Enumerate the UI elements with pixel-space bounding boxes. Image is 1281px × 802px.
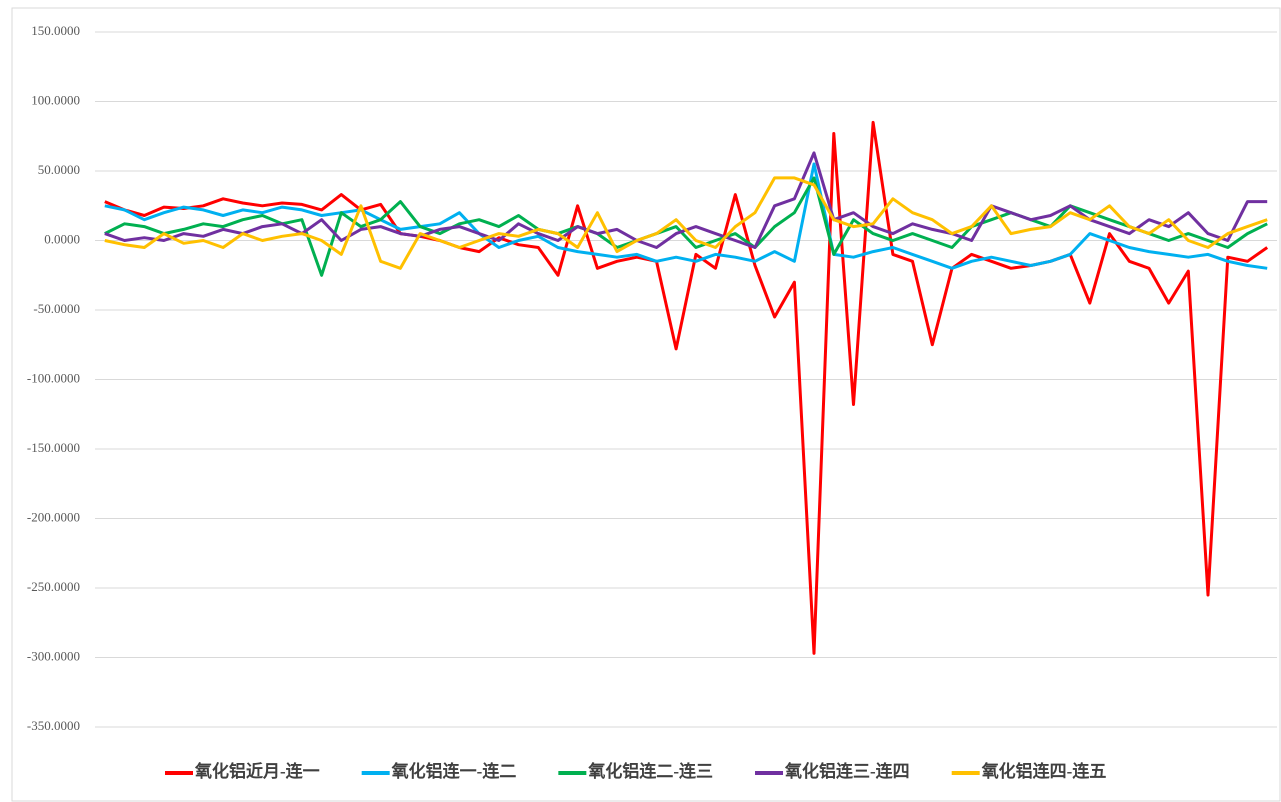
y-tick-label: -150.0000 (27, 440, 80, 455)
legend-label: 氧化铝近月-连一 (194, 761, 320, 781)
y-tick-label: 50.0000 (38, 162, 80, 177)
y-tick-label: -250.0000 (27, 579, 80, 594)
legend-label: 氧化铝连四-连五 (981, 761, 1107, 781)
y-tick-label: -350.0000 (27, 718, 80, 733)
y-tick-label: 0.0000 (44, 231, 80, 246)
y-tick-label: -100.0000 (27, 370, 80, 385)
legend-label: 氧化铝连三-连四 (784, 761, 910, 781)
chart-frame (11, 7, 1281, 802)
series-line (104, 176, 1268, 270)
legend-label: 氧化铝连一-连二 (391, 761, 517, 781)
series-line (104, 120, 1269, 655)
y-tick-label: -50.0000 (33, 301, 80, 316)
y-tick-label: -300.0000 (27, 648, 80, 663)
legend-label: 氧化铝连二-连三 (587, 761, 713, 781)
y-tick-label: 150.0000 (31, 23, 80, 38)
series-line (104, 162, 1268, 270)
y-tick-label: -200.0000 (27, 509, 80, 524)
y-tick-label: 100.0000 (31, 92, 80, 107)
